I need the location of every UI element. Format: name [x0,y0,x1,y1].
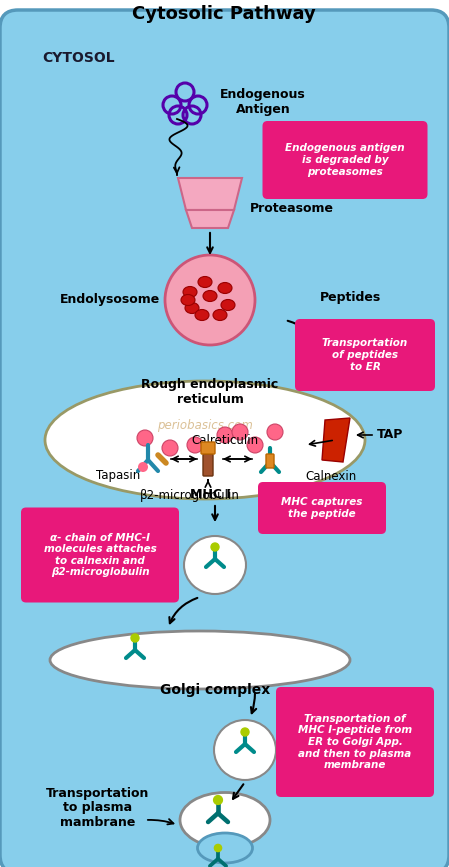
Ellipse shape [198,277,212,288]
Circle shape [131,634,139,642]
Ellipse shape [184,536,246,594]
Text: Peptides: Peptides [320,290,381,303]
FancyBboxPatch shape [276,687,434,797]
Ellipse shape [214,720,276,780]
Text: α- chain of MHC-I
molecules attaches
to calnexin and
β2-microglobulin: α- chain of MHC-I molecules attaches to … [44,532,156,577]
Ellipse shape [185,303,199,314]
FancyBboxPatch shape [0,10,449,867]
Circle shape [267,424,283,440]
Circle shape [247,437,263,453]
Polygon shape [322,418,350,462]
Circle shape [232,424,248,440]
Text: Tapasin: Tapasin [96,468,140,481]
Circle shape [162,440,178,456]
FancyBboxPatch shape [21,507,179,603]
Ellipse shape [195,310,209,321]
Circle shape [137,430,153,446]
Text: Endogenous antigen
is degraded by
proteasomes: Endogenous antigen is degraded by protea… [285,143,405,177]
Ellipse shape [218,283,232,294]
Polygon shape [178,178,242,210]
Ellipse shape [45,381,365,499]
Circle shape [214,796,222,805]
Text: Proteasome: Proteasome [250,201,334,214]
Text: β2-microglobulin: β2-microglobulin [140,488,240,501]
Circle shape [241,728,249,736]
Text: MHC I: MHC I [189,488,230,501]
FancyBboxPatch shape [263,121,427,199]
Text: periobasics.com: periobasics.com [157,419,253,432]
Ellipse shape [221,299,235,310]
Ellipse shape [213,310,227,321]
Text: TAP: TAP [377,428,403,441]
FancyBboxPatch shape [266,454,274,468]
Text: Transportation of
MHC I-peptide from
ER to Golgi App.
and then to plasma
membran: Transportation of MHC I-peptide from ER … [298,714,412,770]
Text: Rough endoplasmic
reticulum: Rough endoplasmic reticulum [141,378,279,406]
Ellipse shape [203,290,217,302]
Text: Transportation
to plasma
mambrane: Transportation to plasma mambrane [46,786,150,830]
Circle shape [187,437,203,453]
Circle shape [211,543,219,551]
FancyBboxPatch shape [258,482,386,534]
Ellipse shape [181,295,195,305]
Ellipse shape [180,792,270,848]
Circle shape [217,427,233,443]
Ellipse shape [183,286,197,297]
FancyBboxPatch shape [203,454,213,476]
Text: Golgi complex: Golgi complex [160,683,270,697]
Circle shape [138,462,148,472]
Ellipse shape [198,833,252,863]
Text: Transportation
of peptides
to ER: Transportation of peptides to ER [322,338,408,372]
FancyBboxPatch shape [201,442,215,454]
Text: CYTOSOL: CYTOSOL [42,51,114,65]
Text: MHC captures
the peptide: MHC captures the peptide [282,497,363,518]
Ellipse shape [50,631,350,689]
Text: Calreticulin: Calreticulin [191,434,259,447]
FancyBboxPatch shape [295,319,435,391]
Text: Cytosolic Pathway: Cytosolic Pathway [132,5,316,23]
Text: Calnexin: Calnexin [305,470,356,483]
Text: Endolysosome: Endolysosome [60,294,160,307]
Circle shape [215,844,222,851]
Polygon shape [186,210,234,228]
Circle shape [165,255,255,345]
Text: Endogenous
Antigen: Endogenous Antigen [220,88,306,116]
